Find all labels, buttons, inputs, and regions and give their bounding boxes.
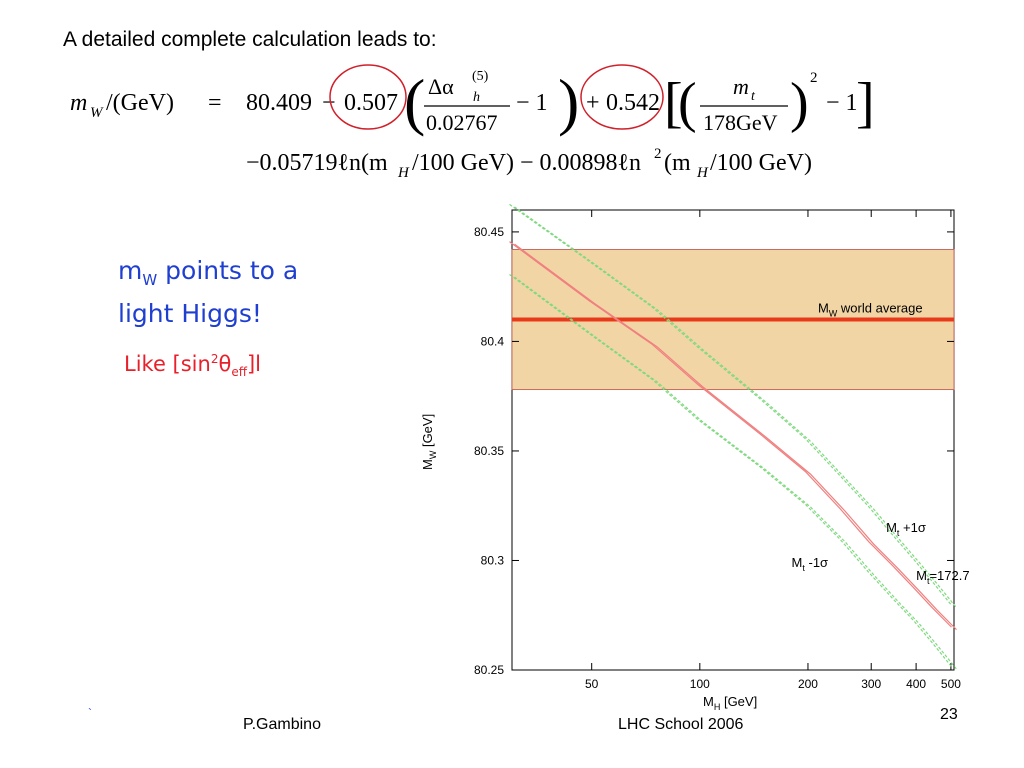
formula-line2-sub: H	[397, 165, 410, 181]
y-tick-label-4: 80.45	[474, 225, 504, 239]
annotation-circle-coef1	[329, 64, 407, 130]
curve-label-central: Mt=172.7 GeV	[916, 568, 970, 586]
x-tick-label-300: 300	[861, 677, 881, 691]
x-tick-label-100: 100	[690, 677, 710, 691]
light-higgs-message: mW points to a light Higgs!	[118, 254, 298, 331]
like-sup: 2	[210, 352, 219, 366]
formula-line2-mid: /100 GeV) − 0.00898ℓn	[412, 150, 641, 176]
message-line-2: light Higgs!	[118, 299, 262, 328]
formula-minus-one-2: − 1	[826, 90, 858, 116]
formula-line2-paren: (m	[664, 150, 691, 176]
formula-power: 2	[810, 70, 818, 86]
formula-lhs-m: m	[70, 90, 87, 116]
formula-paren2-right: )	[790, 72, 809, 134]
y-tick-label-0: 80.25	[474, 663, 504, 677]
formula-mt: m	[733, 74, 749, 99]
formula-minus-one: − 1	[516, 90, 548, 116]
formula-equals: =	[208, 90, 222, 116]
x-tick-label-400: 400	[906, 677, 926, 691]
message-rest: points to a	[157, 256, 299, 285]
formula-mt-denominator: 178GeV	[703, 110, 778, 135]
like-suffix: ]l	[246, 352, 262, 376]
formula-lhs-unit: /(GeV)	[106, 90, 174, 116]
message-line-1: mW points to a	[118, 254, 298, 297]
footer-event: LHC School 2006	[618, 716, 744, 733]
like-prefix: Like [sin	[124, 352, 211, 376]
formula-base: 80.409	[246, 90, 312, 116]
formula-delta-alpha: Δα	[428, 74, 454, 99]
y-axis-label: MW [GeV]	[420, 414, 438, 470]
mw-vs-mh-chart: MW world average 50 100 200 300 400 500 80.25 80…	[420, 203, 970, 712]
formula-bracket-left: [	[664, 72, 683, 134]
page-number: 23	[940, 706, 958, 723]
formula-denominator: 0.02767	[426, 110, 498, 135]
curve-label-upper: Mt +1σ	[886, 520, 926, 538]
formula-coef2: 0.542	[606, 90, 660, 116]
y-tick-label-3: 80.4	[481, 334, 505, 348]
formula-plus: +	[586, 90, 600, 116]
message-sub: W	[142, 271, 158, 289]
y-tick-label-1: 80.3	[481, 553, 505, 567]
formula-lhs-sub: W	[90, 105, 104, 121]
like-theta: θ	[218, 352, 232, 376]
x-tick-label-500: 500	[941, 677, 961, 691]
intro-text: A detailed complete calculation leads to…	[63, 28, 437, 51]
y-tick-label-2: 80.35	[474, 444, 504, 458]
formula-mt-sub: t	[751, 89, 756, 104]
annotation-circle-coef2	[580, 64, 664, 130]
world-average-label: MW world average	[818, 301, 923, 319]
curve-label-lower: Mt -1σ	[792, 555, 829, 573]
formula-paren2-left: (	[678, 72, 697, 134]
footer-author: P.Gambino	[243, 716, 321, 733]
formula-line2-sup: 2	[654, 146, 662, 162]
formula-delta-sub: h	[473, 90, 480, 105]
corner-mark: `	[88, 706, 92, 720]
formula-coef1: 0.507	[344, 90, 398, 116]
formula-paren-left: (	[404, 66, 425, 137]
curve-central-1	[514, 243, 957, 631]
mw-formula: m W /(GeV) = 80.409 − 0.507 ( Δα h (5) 0…	[70, 64, 875, 181]
like-sub: eff	[231, 365, 247, 380]
formula-delta-sup: (5)	[472, 69, 489, 84]
formula-line2-end: /100 GeV)	[710, 150, 812, 176]
formula-paren-right: )	[558, 66, 579, 137]
x-axis-label: MH [GeV]	[703, 694, 757, 712]
formula-line2-start: −0.05719ℓn(m	[246, 150, 388, 176]
plot-layer: MW world average 50 100 200 300 400 500 80.25 80…	[474, 203, 970, 691]
curve-central-0	[509, 241, 952, 628]
formula-line2-sub-2: H	[696, 165, 709, 181]
formula-bracket-right: ]	[856, 72, 875, 134]
x-tick-label-50: 50	[585, 677, 599, 691]
x-tick-label-200: 200	[798, 677, 818, 691]
message-m: m	[118, 256, 143, 285]
like-sin2theta-note: Like [sin2θeff]l	[124, 352, 261, 379]
